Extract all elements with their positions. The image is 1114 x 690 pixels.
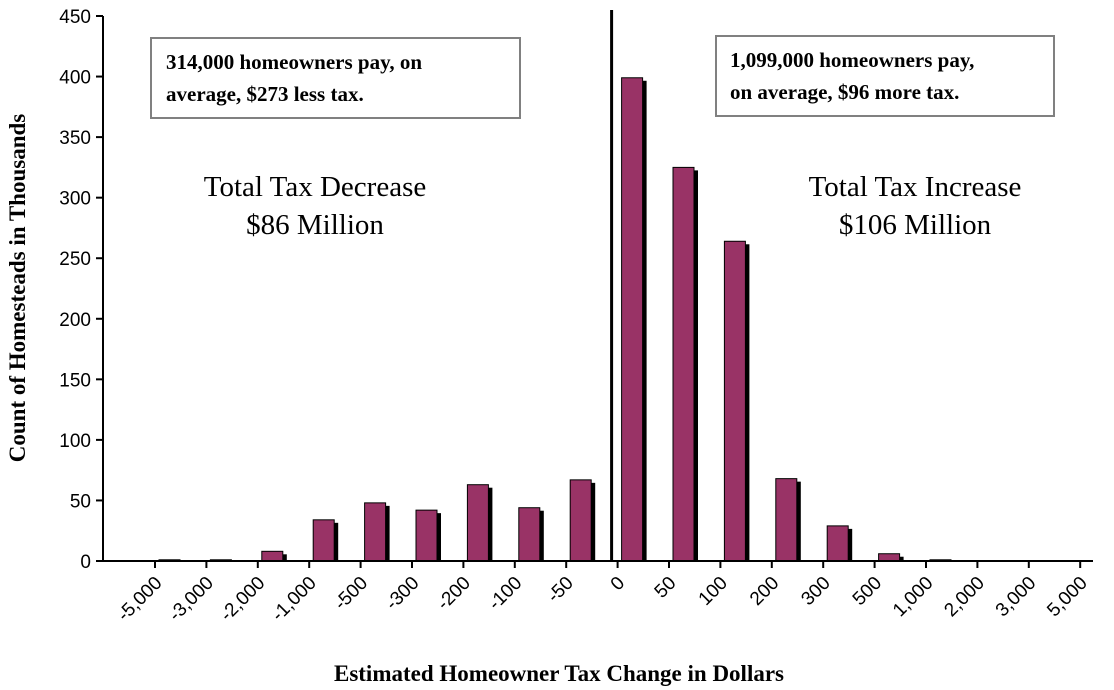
x-tick-label: -2,000 xyxy=(216,573,269,626)
bar xyxy=(621,77,644,562)
x-tick-label: 300 xyxy=(797,573,834,610)
bar xyxy=(775,478,798,562)
x-tick-label: -100 xyxy=(485,573,527,615)
x-axis-ticks: -5,000-3,000-2,000-1,000 -500 -300 -200 -100… xyxy=(114,561,1092,626)
x-tick-label: 50 xyxy=(651,573,681,603)
y-axis-ticks: 0 50 100 150 200 250 300 350 400 450 xyxy=(59,7,103,573)
x-tick-label: 2,000 xyxy=(940,573,988,621)
y-tick-label: 0 xyxy=(80,552,91,573)
y-tick-label: 450 xyxy=(59,7,91,28)
increase-annotation-box: 1,099,000 homeowners pay, on average, $9… xyxy=(715,35,1055,117)
increase-total-amount: $106 Million xyxy=(839,209,992,241)
x-tick-label: -50 xyxy=(543,573,577,607)
y-tick-label: 400 xyxy=(59,68,91,89)
decrease-box-line-1: 314,000 homeowners pay, on xyxy=(166,50,422,74)
x-tick-label: 200 xyxy=(746,573,783,610)
x-tick-label: 500 xyxy=(849,573,886,610)
y-tick-label: 200 xyxy=(59,310,91,331)
increase-total-title: Total Tax Increase xyxy=(809,171,1022,203)
bar xyxy=(518,507,541,562)
x-tick-label: 5,000 xyxy=(1043,573,1091,621)
x-tick-label: -3,000 xyxy=(165,573,218,626)
bar xyxy=(415,509,438,562)
x-tick-label: -500 xyxy=(330,573,372,615)
x-axis-title: Estimated Homeowner Tax Change in Dollar… xyxy=(334,661,784,686)
y-tick-label: 50 xyxy=(70,491,91,512)
y-axis-title: Count of Homesteads in Thousands xyxy=(5,114,30,463)
decrease-total-title: Total Tax Decrease xyxy=(204,171,426,203)
decrease-annotation-box: 314,000 homeowners pay, on average, $273… xyxy=(150,37,521,119)
bar xyxy=(672,166,695,562)
increase-box-line-2: on average, $96 more tax. xyxy=(730,80,959,104)
bar xyxy=(723,240,746,562)
bar xyxy=(878,553,901,562)
x-tick-label: 0 xyxy=(607,573,629,595)
bar xyxy=(826,525,849,562)
bar xyxy=(466,484,489,562)
decrease-total-amount: $86 Million xyxy=(246,209,384,241)
y-tick-label: 250 xyxy=(59,249,91,270)
x-tick-label: 1,000 xyxy=(889,573,937,621)
bar xyxy=(569,479,592,562)
x-tick-label: -5,000 xyxy=(114,573,167,626)
bar xyxy=(312,519,335,562)
x-tick-label: 3,000 xyxy=(992,573,1040,621)
x-tick-label: -1,000 xyxy=(268,573,321,626)
decrease-box-line-2: average, $273 less tax. xyxy=(166,82,364,106)
bar xyxy=(364,502,387,562)
y-tick-label: 100 xyxy=(59,431,91,452)
bar xyxy=(261,550,284,562)
x-tick-label: 100 xyxy=(695,573,732,610)
x-tick-label: -200 xyxy=(433,573,475,615)
bar-series xyxy=(158,77,952,562)
y-tick-label: 350 xyxy=(59,128,91,149)
increase-box-line-1: 1,099,000 homeowners pay, xyxy=(730,48,974,72)
y-tick-label: 300 xyxy=(59,189,91,210)
x-tick-label: -300 xyxy=(382,573,424,615)
y-tick-label: 150 xyxy=(59,370,91,391)
